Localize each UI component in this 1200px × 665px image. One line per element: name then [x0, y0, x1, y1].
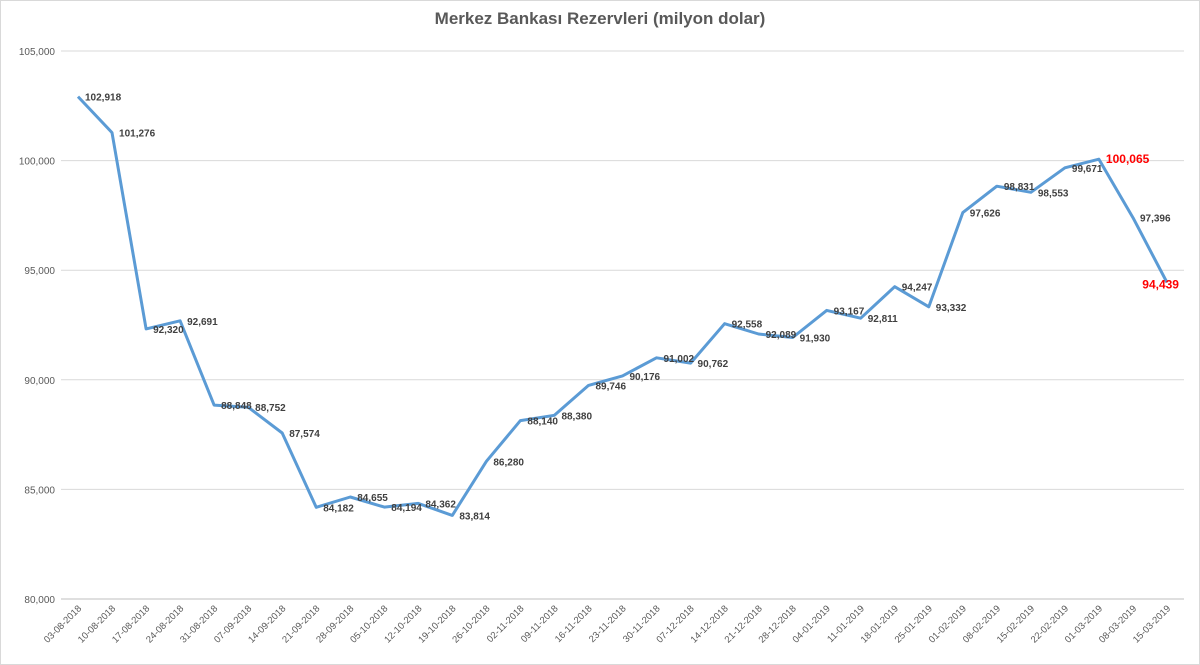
data-label: 84,655 [357, 493, 388, 504]
data-label: 92,691 [187, 317, 218, 328]
chart-title: Merkez Bankası Rezervleri (milyon dolar) [434, 9, 766, 28]
data-label: 94,439 [1142, 277, 1179, 291]
data-label: 100,065 [1106, 152, 1150, 166]
data-label: 97,396 [1140, 214, 1171, 225]
data-label: 92,811 [868, 314, 898, 325]
data-label: 88,140 [527, 417, 558, 428]
y-tick-label: 90,000 [24, 376, 55, 387]
data-label: 83,814 [459, 511, 490, 522]
data-label: 84,182 [323, 503, 354, 514]
data-label: 93,167 [834, 306, 865, 317]
data-label: 98,831 [1004, 182, 1035, 193]
data-label: 90,762 [698, 359, 729, 370]
data-label: 91,002 [664, 354, 695, 365]
data-label: 87,574 [289, 429, 320, 440]
y-tick-label: 95,000 [24, 266, 55, 277]
data-label: 90,176 [630, 372, 661, 383]
data-label: 99,671 [1072, 164, 1103, 175]
data-label: 101,276 [119, 129, 156, 140]
data-label: 89,746 [595, 381, 626, 392]
data-label: 102,918 [85, 93, 122, 104]
data-label: 84,362 [425, 499, 456, 510]
data-label: 84,194 [391, 503, 422, 514]
data-label: 92,320 [153, 325, 184, 336]
data-label: 88,380 [561, 411, 592, 422]
y-tick-label: 105,000 [19, 47, 56, 58]
data-label: 91,930 [800, 333, 831, 344]
data-label: 93,332 [936, 303, 967, 314]
data-label: 92,089 [766, 330, 797, 341]
y-tick-label: 100,000 [19, 157, 56, 168]
data-label: 86,280 [493, 457, 524, 468]
y-tick-label: 80,000 [24, 595, 55, 606]
data-label: 97,626 [970, 209, 1001, 220]
data-label: 88,752 [255, 403, 286, 414]
data-label: 92,558 [732, 320, 763, 331]
data-label: 98,553 [1038, 188, 1069, 199]
series-line [76, 95, 1169, 517]
data-label: 94,247 [902, 283, 933, 294]
y-tick-label: 85,000 [24, 485, 55, 496]
data-label: 88,848 [221, 401, 252, 412]
